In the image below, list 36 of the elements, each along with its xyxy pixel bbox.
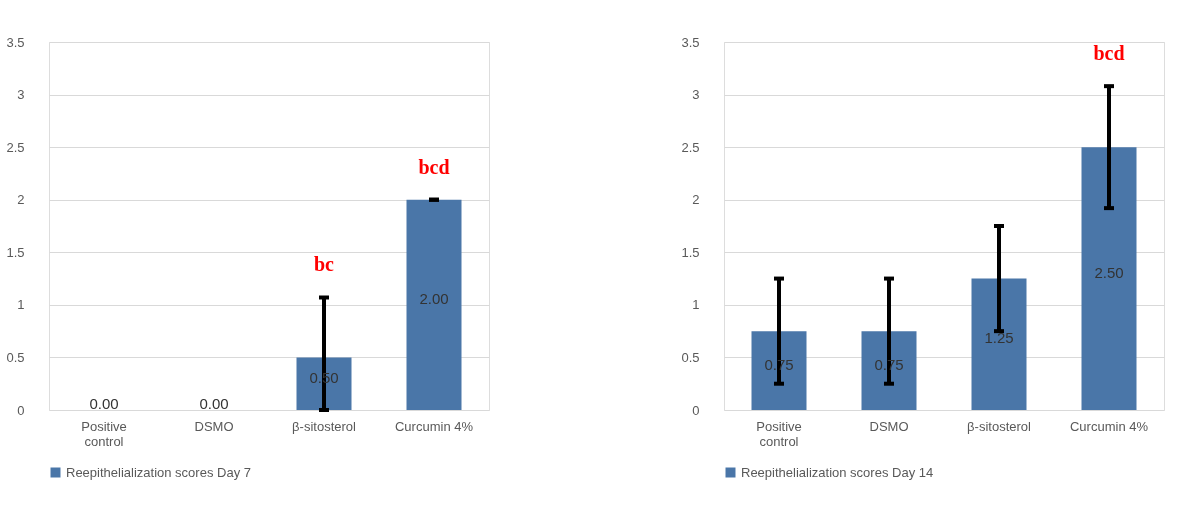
x-tick-label: Curcumin 4% (1069, 418, 1149, 434)
x-tick-label: β-sitosterol (967, 418, 1032, 434)
annotation: bc (314, 253, 335, 276)
data-label: 2.50 (1094, 263, 1124, 281)
y-tick-label: 3.5 (681, 34, 700, 50)
bar (1081, 147, 1137, 410)
legend-label: Reepithelialization scores Day 14 (741, 464, 934, 480)
y-tick-label: 1 (692, 297, 700, 313)
y-tick-label: 1.5 (681, 244, 700, 260)
y-tick-label: 0.5 (681, 349, 700, 365)
x-tick-label: DSMO (194, 418, 234, 434)
x-tick-label: Positive control (756, 418, 802, 449)
x-tick-label: β-sitosterol (292, 418, 357, 434)
y-tick-label: 0 (17, 402, 25, 418)
x-tick-label: Positive control (81, 418, 127, 449)
y-tick-label: 3 (17, 87, 25, 103)
x-tick-label: DSMO (869, 418, 909, 434)
y-tick-label: 2.5 (681, 139, 700, 155)
y-tick-label: 2 (17, 192, 25, 208)
annotation: bcd (1093, 42, 1125, 65)
y-tick-label: 1 (17, 297, 25, 313)
y-tick-label: 0 (692, 402, 700, 418)
y-tick-label: 3 (692, 87, 700, 103)
legend-label: Reepithelialization scores Day 7 (66, 464, 251, 480)
data-label: 1.25 (984, 329, 1014, 347)
y-tick-label: 1.5 (6, 244, 25, 260)
y-tick-label: 2.5 (6, 139, 25, 155)
x-tick-label: Curcumin 4% (394, 418, 474, 434)
y-tick-label: 2 (692, 192, 700, 208)
y-tick-label: 3.5 (6, 34, 25, 50)
y-tick-label: 0.5 (6, 349, 25, 365)
bar (971, 278, 1027, 410)
data-label: 0.00 (199, 395, 229, 412)
annotation: bcd (418, 155, 450, 178)
data-label: 0.00 (89, 395, 119, 412)
data-label: 2.00 (419, 289, 449, 307)
